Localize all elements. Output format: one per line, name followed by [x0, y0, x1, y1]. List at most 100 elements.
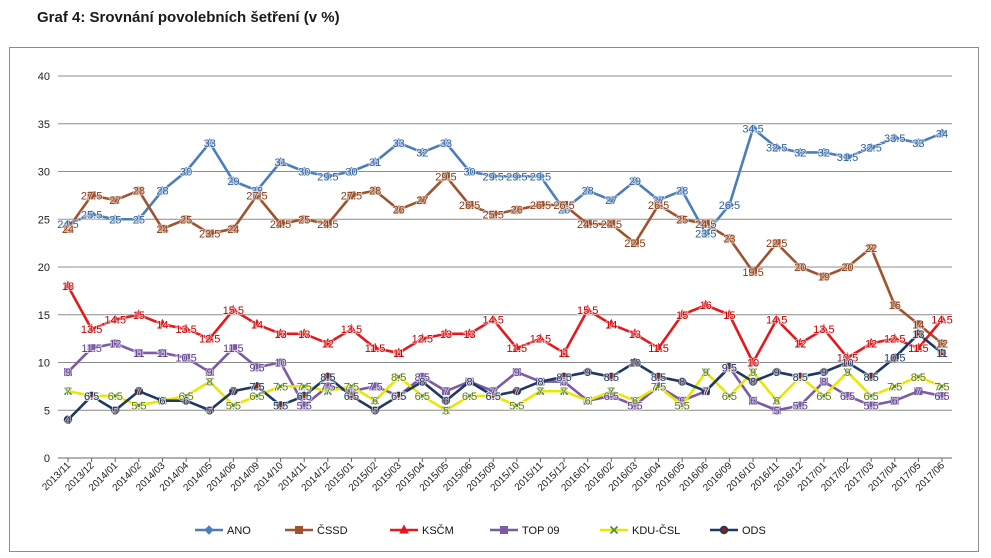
- data-point: [111, 196, 120, 205]
- data-label: 14.5: [931, 315, 952, 327]
- y-tick-label: 15: [38, 310, 50, 322]
- data-label: 10.5: [884, 353, 905, 365]
- data-label: 9: [65, 367, 71, 379]
- data-label: 30: [180, 167, 192, 179]
- y-tick-label: 0: [44, 453, 50, 465]
- data-label: 8: [679, 377, 685, 389]
- data-label: 25: [180, 214, 192, 226]
- data-point: [559, 387, 569, 396]
- data-label: 5.5: [793, 400, 808, 412]
- data-label: 20: [794, 262, 806, 274]
- data-point: [205, 368, 214, 377]
- data-point: [748, 377, 758, 386]
- data-label: 13: [440, 329, 452, 341]
- data-point: [771, 142, 782, 153]
- data-point: [134, 186, 143, 195]
- data-point: [205, 406, 214, 415]
- data-point: [701, 386, 711, 396]
- legend-marker: [719, 525, 729, 535]
- data-label: 9.5: [722, 362, 737, 374]
- data-point: [725, 234, 734, 243]
- data-label: 32.5: [860, 143, 881, 155]
- data-label: 11: [157, 348, 168, 360]
- data-point: [819, 377, 828, 386]
- data-point: [843, 263, 852, 271]
- data-label: 32.5: [766, 143, 787, 155]
- data-point: [371, 382, 380, 391]
- data-label: 31: [369, 157, 381, 169]
- data-label: 15.5: [577, 305, 598, 317]
- data-point: [701, 220, 710, 229]
- data-point: [111, 391, 120, 400]
- data-label: 28: [676, 186, 688, 198]
- data-label: 22: [865, 243, 877, 255]
- data-point: [346, 323, 357, 333]
- data-label: 8: [750, 377, 756, 389]
- data-point: [630, 176, 640, 186]
- data-label: 27: [416, 195, 428, 207]
- y-tick-label: 40: [38, 71, 50, 83]
- data-label: 19.5: [742, 267, 763, 279]
- data-point: [678, 401, 687, 410]
- data-point: [772, 239, 781, 248]
- legend-label: ODS: [742, 525, 766, 537]
- data-label: 11.5: [507, 343, 528, 355]
- data-point: [394, 205, 403, 214]
- data-point: [630, 328, 640, 338]
- data-point: [464, 328, 475, 338]
- data-label: 9: [774, 367, 780, 379]
- data-label: 19: [818, 272, 830, 284]
- data-point: [512, 401, 521, 410]
- data-label: 9: [821, 367, 827, 379]
- data-label: 8.5: [863, 372, 878, 384]
- data-point: [394, 391, 403, 401]
- data-point: [937, 382, 947, 391]
- data-point: [110, 214, 120, 224]
- data-label: 7.5: [651, 381, 666, 393]
- data-point: [229, 224, 238, 233]
- series-line: [67, 332, 943, 421]
- data-label: 29.5: [435, 171, 456, 183]
- data-label: 5.5: [273, 400, 288, 412]
- data-label: 12.5: [530, 334, 551, 346]
- data-label: 26.5: [719, 200, 740, 212]
- data-point: [937, 313, 947, 324]
- data-label: 8.5: [651, 372, 666, 384]
- data-label: 14: [605, 319, 617, 331]
- data-label: 10.5: [175, 353, 196, 365]
- data-point: [488, 391, 498, 401]
- data-point: [772, 396, 781, 405]
- data-point: [63, 280, 73, 290]
- data-point: [300, 401, 309, 410]
- data-point: [205, 138, 215, 148]
- data-point: [677, 377, 687, 386]
- data-label: 24.5: [317, 219, 338, 231]
- data-label: 5: [443, 405, 449, 417]
- data-point: [913, 138, 924, 148]
- data-label: 8: [537, 377, 543, 389]
- data-point: [441, 396, 451, 405]
- data-point: [914, 372, 923, 381]
- data-label: 10: [841, 358, 853, 370]
- data-label: 9: [585, 367, 591, 379]
- y-tick-label: 35: [38, 119, 50, 131]
- data-point: [536, 387, 545, 396]
- series-ods: [63, 329, 947, 425]
- chart-title: Graf 4: Srovnání povolebních šetření (v …: [37, 9, 340, 26]
- data-label: 31: [274, 157, 286, 169]
- data-label: 27: [652, 195, 664, 207]
- data-label: 13: [463, 329, 475, 341]
- data-label: 25.5: [482, 209, 503, 221]
- data-label: 29: [227, 176, 239, 188]
- data-label: 7: [703, 386, 709, 398]
- data-label: 29.5: [317, 171, 338, 183]
- data-point: [134, 348, 143, 357]
- data-label: 13.5: [813, 324, 834, 336]
- data-label: 34.5: [742, 124, 763, 136]
- data-point: [134, 214, 144, 224]
- data-point: [299, 166, 309, 177]
- data-label: 10: [274, 358, 286, 370]
- data-point: [866, 372, 876, 382]
- data-point: [890, 353, 900, 362]
